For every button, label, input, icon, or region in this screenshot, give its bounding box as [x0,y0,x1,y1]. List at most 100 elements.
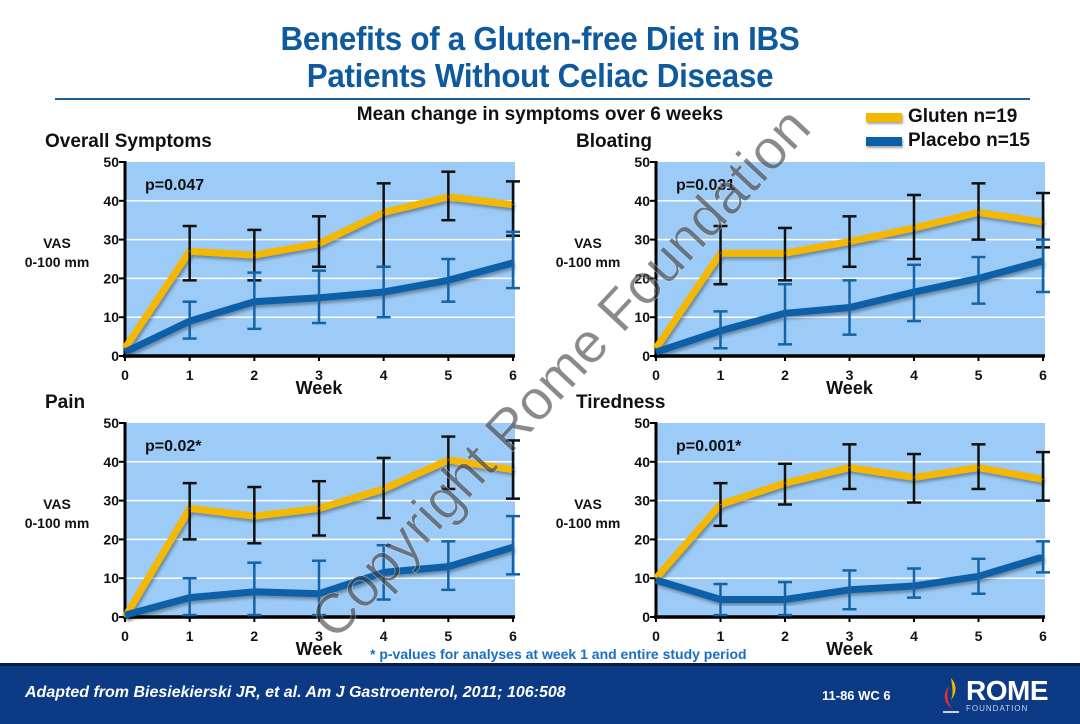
data-point [253,301,255,303]
x-tick-label: 5 [975,628,983,644]
x-tick-label: 0 [121,628,129,644]
x-tick-label: 0 [652,628,660,644]
x-tick-label: 1 [717,367,725,383]
y-axis-label-line2: 0-100 mm [555,515,621,531]
error-bar [971,443,986,491]
x-tick-label: 5 [444,628,452,644]
error-bar [1036,450,1050,502]
x-tick-label: 3 [846,628,854,644]
x-tick-label: 3 [846,367,854,383]
data-point [720,330,721,332]
error-bar [778,462,792,506]
series-gluten [122,170,520,351]
data-point [383,488,385,490]
data-point [1042,556,1044,558]
data-point [720,599,721,601]
error-bar [182,481,197,541]
data-point [253,254,255,256]
y-axis-label-line1: VAS [43,235,71,251]
error-bar [971,255,986,305]
y-axis-label-line1: VAS [574,496,602,512]
data-point [512,546,514,548]
y-tick-label: 30 [634,232,650,248]
data-point [189,250,191,252]
logo-subtext: FOUNDATION [966,704,1029,713]
error-bar [376,456,391,520]
x-tick-label: 6 [509,628,517,644]
x-tick-label: 4 [380,628,388,644]
legend-label-placebo: Placebo n=15 [908,130,1030,151]
data-point [512,262,514,264]
legend-swatch-placebo [866,136,902,146]
data-point [913,291,915,293]
chart-tiredness: 0 10 20 30 40 50 0 1 2 3 4 5 6 Week p=0.001* [634,415,1050,659]
y-tick-label: 20 [103,531,119,547]
footer-bar: Adapted from Biesiekierski JR, et al. Am… [0,663,1080,724]
slide-title-line1: Benefits of a Gluten-free Diet in IBS [280,20,800,57]
error-bar [312,559,326,617]
data-point [447,566,449,568]
data-point [447,279,449,281]
error-bar [182,300,197,340]
slide-code: 11-86 WC 6 [822,688,891,703]
title-divider [55,98,1030,100]
y-tick-label: 0 [642,609,650,625]
data-point [253,515,255,517]
data-point [849,241,850,243]
data-point [978,211,979,213]
error-bar [778,580,792,617]
error-bar [506,230,520,290]
data-point [720,252,721,254]
panel-title-overall: Overall Symptoms [45,131,212,152]
panel-title-tiredness: Tiredness [576,392,666,413]
y-axis-label-bloating: VAS 0-100 mm [533,234,643,272]
x-tick-label: 4 [910,367,918,383]
y-tick-label: 30 [634,493,650,509]
y-tick-label: 40 [103,454,119,470]
y-tick-label: 50 [103,154,119,170]
y-axis-label-line1: VAS [574,235,602,251]
y-tick-label: 50 [634,415,650,431]
y-tick-label: 20 [103,270,119,286]
data-point [189,507,191,509]
data-point [978,467,979,469]
data-point [447,196,449,198]
data-point [124,351,126,353]
x-tick-label: 1 [186,367,194,383]
data-point [978,575,979,577]
data-point [849,467,850,469]
y-tick-label: 10 [103,570,119,586]
data-point [124,614,126,616]
x-tick-label: 2 [250,367,258,383]
data-point [655,351,657,353]
error-bar [713,310,728,350]
error-bar [778,226,792,282]
error-bar [247,485,262,545]
x-tick-label: 0 [652,367,660,383]
x-tick-label: 1 [186,628,194,644]
p-value-annotation: p=0.02* [145,438,202,455]
x-tick-label: 3 [315,628,323,644]
data-point [318,593,320,595]
y-axis-label-line1: VAS [43,496,71,512]
data-point [720,503,721,505]
x-axis-label: Week [826,378,874,398]
y-tick-label: 0 [111,609,119,625]
x-tick-label: 2 [781,628,789,644]
legend-label-gluten: Gluten n=19 [908,106,1018,127]
data-point [1042,221,1044,223]
series-gluten [653,443,1050,581]
series-placebo [654,540,1050,617]
slide-title: Benefits of a Gluten-free Diet in IBS Pa… [27,20,1053,94]
chart-overall: 0 10 20 30 40 50 0 1 2 3 4 5 6 Week p=0.047 [103,154,520,398]
legend-item-placebo: Placebo n=15 [866,129,1030,153]
data-point [913,585,915,587]
error-bar [441,170,456,222]
y-tick-label: 10 [634,309,650,325]
citation: Adapted from Biesiekierski JR, et al. Am… [25,684,566,701]
footnote: * p-values for analyses at week 1 and en… [370,646,747,662]
y-tick-label: 50 [634,154,650,170]
data-point [318,507,320,509]
p-value-annotation: p=0.031 [676,177,735,194]
data-point [849,589,850,591]
